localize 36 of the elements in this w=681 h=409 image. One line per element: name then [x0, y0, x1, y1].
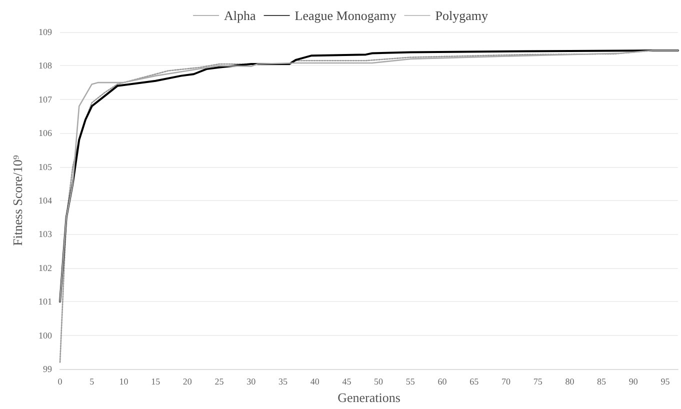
- y-axis-title: Fitness Score/10⁹: [10, 154, 25, 246]
- y-tick-label: 99: [43, 364, 52, 374]
- x-tick-label: 0: [58, 376, 63, 386]
- y-tick-label: 102: [38, 262, 52, 273]
- x-tick-label: 75: [533, 376, 543, 386]
- x-tick-label: 45: [342, 376, 352, 386]
- x-tick-label: 70: [501, 376, 511, 386]
- x-tick-label: 15: [151, 376, 161, 386]
- x-tick-label: 10: [119, 376, 129, 386]
- x-tick-label: 5: [90, 376, 95, 386]
- x-tick-label: 90: [628, 376, 638, 386]
- x-tick-label: 85: [597, 376, 607, 386]
- x-tick-label: 60: [438, 376, 448, 386]
- y-tick-label: 101: [38, 296, 52, 307]
- y-tick-label: 106: [38, 128, 52, 138]
- x-tick-label: 65: [470, 376, 480, 386]
- y-tick-label: 105: [38, 162, 52, 172]
- legend-label: Alpha: [224, 8, 256, 23]
- y-tick-label: 108: [38, 60, 52, 71]
- legend-label: League Monogamy: [294, 8, 397, 23]
- x-tick-label: 40: [310, 376, 320, 386]
- legend-label: Polygamy: [435, 8, 488, 23]
- x-tick-label: 55: [406, 376, 416, 386]
- x-tick-label: 30: [246, 376, 256, 386]
- y-tick-label: 109: [38, 27, 52, 37]
- y-tick-label: 107: [38, 94, 52, 104]
- x-axis-title: Generations: [338, 390, 400, 405]
- x-tick-label: 25: [214, 376, 224, 386]
- x-tick-label: 20: [182, 376, 192, 386]
- x-tick-label: 95: [660, 376, 670, 386]
- x-tick-label: 50: [374, 376, 384, 386]
- x-tick-label: 35: [278, 376, 288, 386]
- y-tick-label: 104: [38, 196, 52, 206]
- x-tick-label: 80: [565, 376, 575, 386]
- y-tick-label: 100: [38, 330, 52, 340]
- y-tick-label: 103: [38, 229, 52, 240]
